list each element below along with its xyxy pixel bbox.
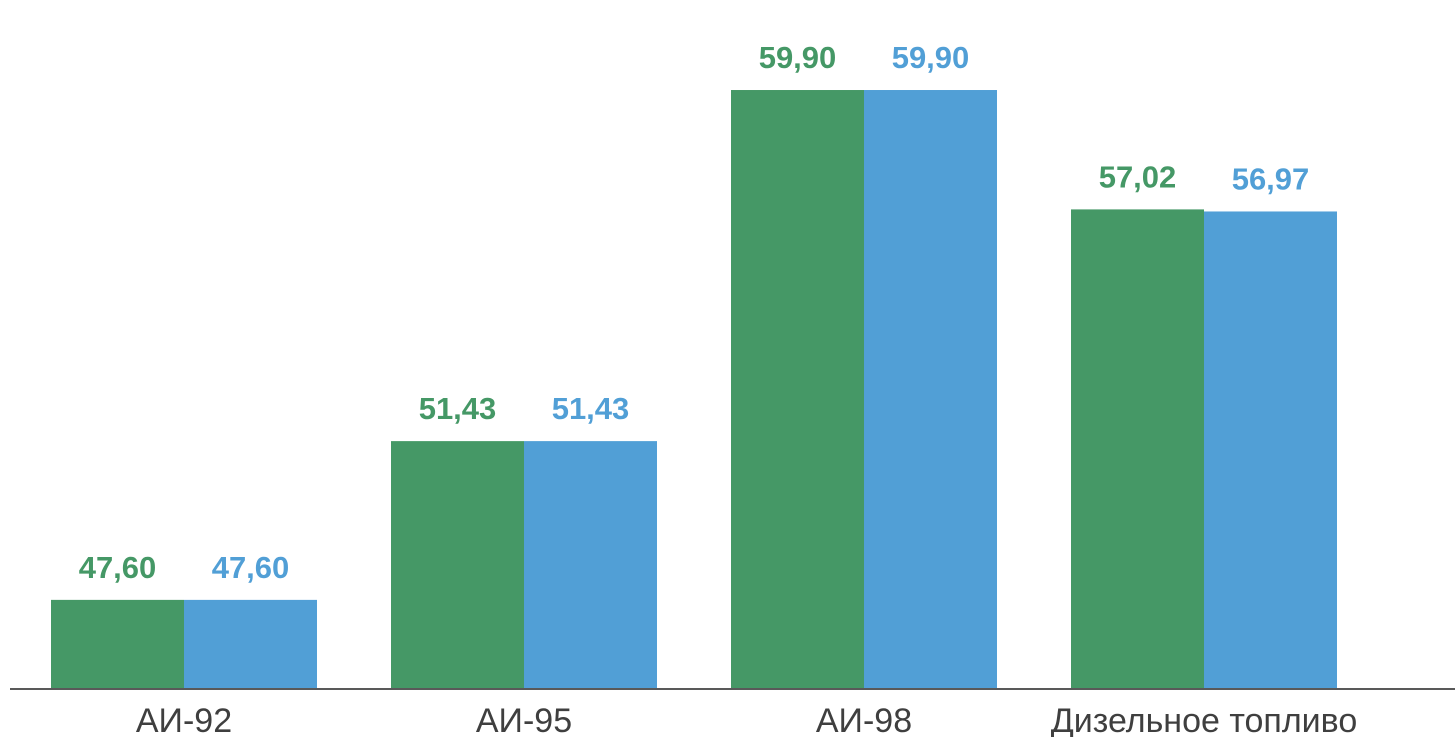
value-label-1-series-2: 47,60 <box>212 550 290 585</box>
category-label-2: АИ-95 <box>476 702 572 737</box>
bar-2-series-1 <box>391 441 524 689</box>
value-labels-group: 47,60 47,60 51,43 51,43 59,90 59,90 57,02 56,97 <box>79 40 1310 585</box>
value-label-4-series-1: 57,02 <box>1099 159 1177 194</box>
value-label-4-series-2: 56,97 <box>1232 161 1310 196</box>
bar-2-series-2 <box>524 441 657 689</box>
bar-3-series-1 <box>731 90 864 690</box>
bars-group <box>51 90 1337 690</box>
category-label-3: АИ-98 <box>816 702 912 737</box>
bar-1-series-2 <box>184 599 317 689</box>
value-label-3-series-1: 59,90 <box>759 40 837 75</box>
category-label-1: АИ-92 <box>136 702 232 737</box>
bar-3-series-2 <box>864 90 997 690</box>
category-labels-group: АИ-92 АИ-95 АИ-98 Дизельное топливо <box>136 702 1357 737</box>
bar-1-series-1 <box>51 599 184 689</box>
bar-4-series-1 <box>1071 209 1204 689</box>
value-label-1-series-1: 47,60 <box>79 550 157 585</box>
bar-4-series-2 <box>1204 211 1337 689</box>
value-label-2-series-2: 51,43 <box>552 391 630 426</box>
category-label-4: Дизельное топливо <box>1051 702 1358 737</box>
value-label-2-series-1: 51,43 <box>419 391 497 426</box>
value-label-3-series-2: 59,90 <box>892 40 970 75</box>
